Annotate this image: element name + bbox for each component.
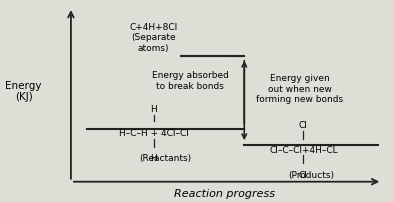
- Text: C+4H+8Cl
(Separate
atoms): C+4H+8Cl (Separate atoms): [129, 23, 177, 53]
- Text: Energy
(KJ): Energy (KJ): [6, 80, 42, 102]
- Text: Cl: Cl: [299, 170, 308, 179]
- Text: Energy absorbed
to break bonds: Energy absorbed to break bonds: [152, 71, 229, 90]
- Text: H: H: [150, 104, 157, 113]
- Text: Reaction progress: Reaction progress: [174, 188, 275, 198]
- Text: Cl: Cl: [299, 120, 308, 129]
- Text: Energy given
out when new
forming new bonds: Energy given out when new forming new bo…: [256, 74, 343, 104]
- Text: (Reactants): (Reactants): [139, 154, 191, 162]
- Text: H–C–H + 4Cl–Cl: H–C–H + 4Cl–Cl: [119, 129, 189, 138]
- Text: Cl–C–Cl+4H–CL: Cl–C–Cl+4H–CL: [269, 145, 338, 154]
- Text: H: H: [150, 154, 157, 162]
- Text: (Products): (Products): [288, 170, 334, 179]
